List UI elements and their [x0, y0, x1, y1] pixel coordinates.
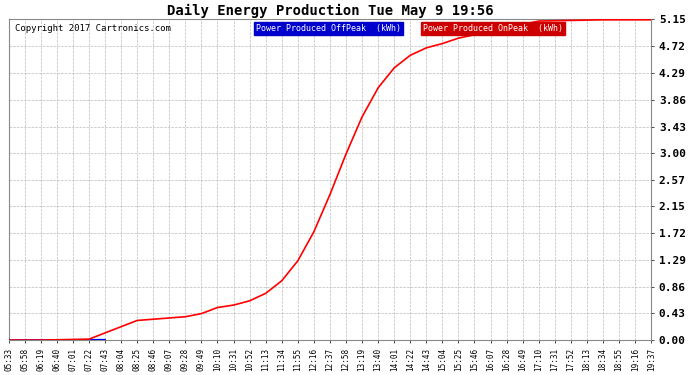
Text: Copyright 2017 Cartronics.com: Copyright 2017 Cartronics.com	[15, 24, 171, 33]
Title: Daily Energy Production Tue May 9 19:56: Daily Energy Production Tue May 9 19:56	[166, 4, 493, 18]
Text: Power Produced OnPeak  (kWh): Power Produced OnPeak (kWh)	[423, 24, 563, 33]
Text: Power Produced OffPeak  (kWh): Power Produced OffPeak (kWh)	[256, 24, 401, 33]
